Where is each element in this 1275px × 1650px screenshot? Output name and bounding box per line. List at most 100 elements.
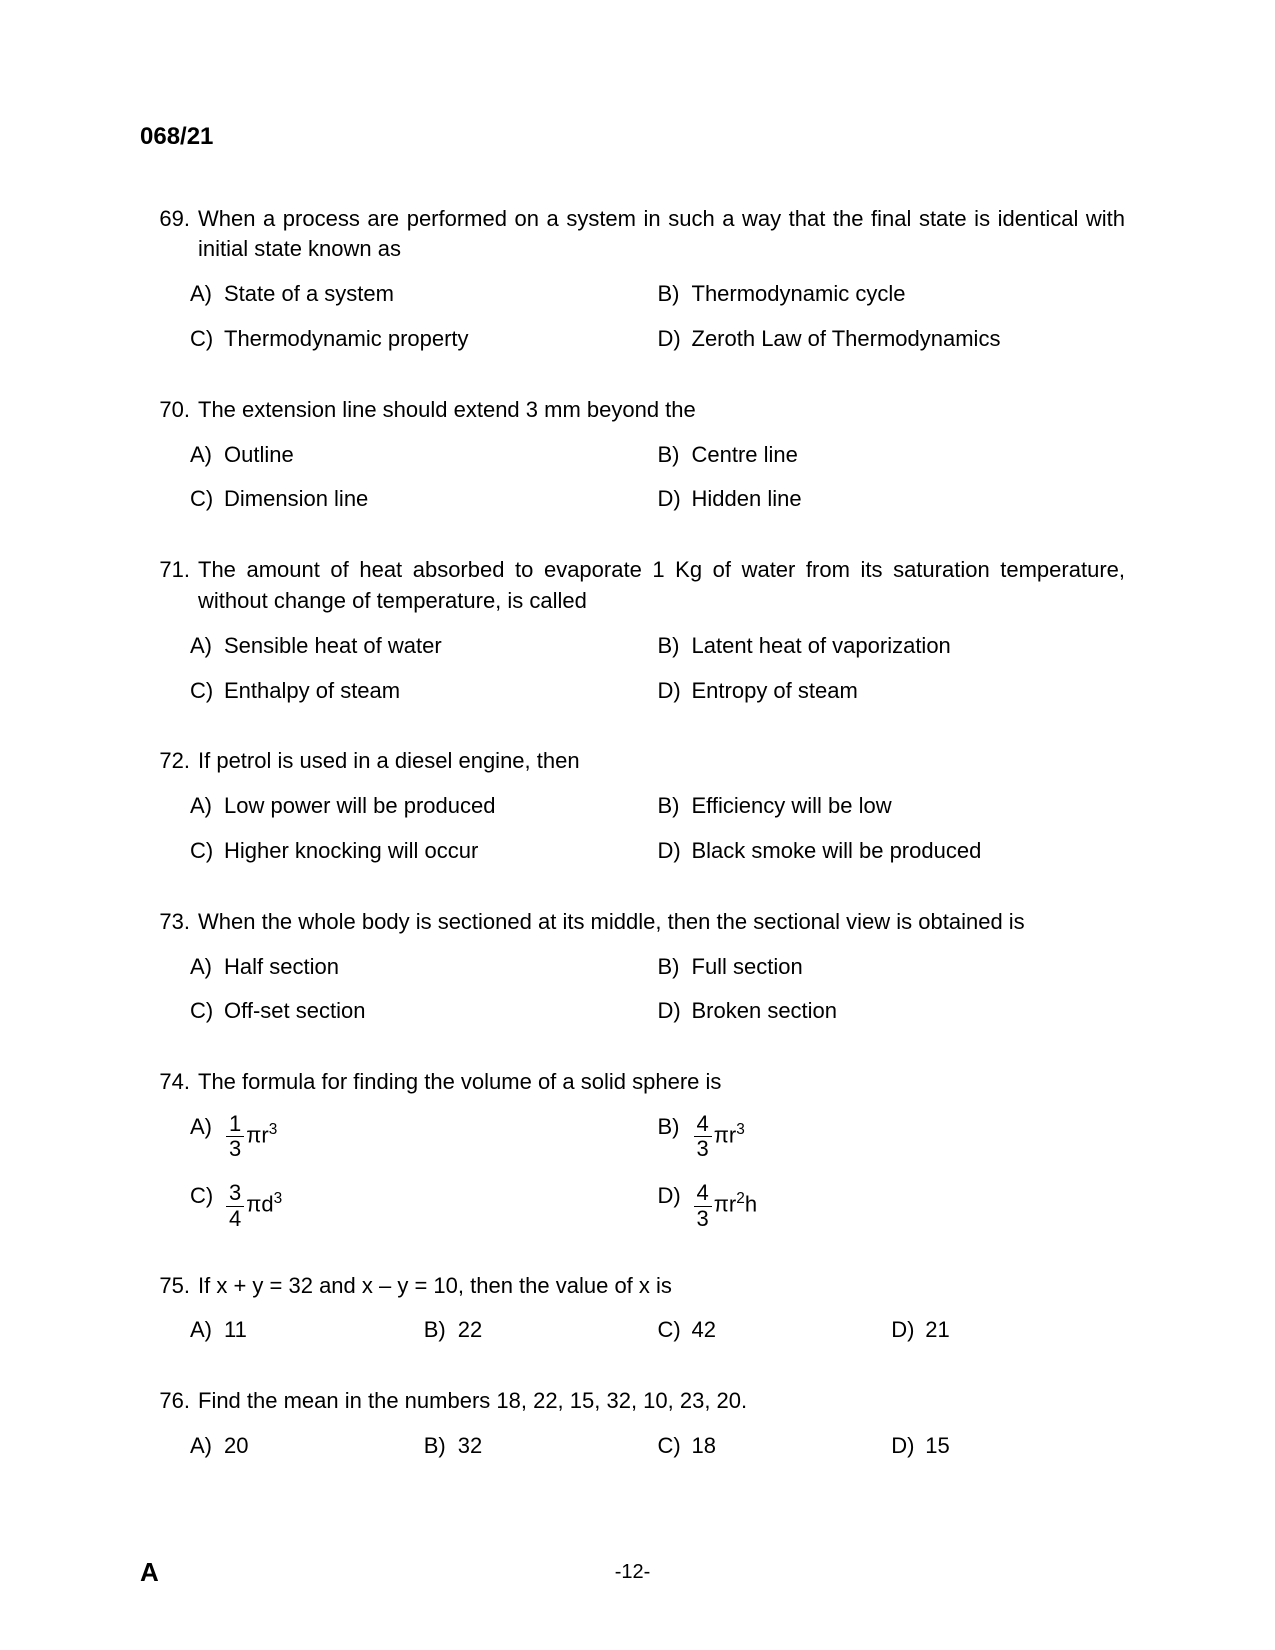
option-letter: A) [190,1431,224,1462]
option-text: 20 [224,1431,424,1462]
question-text: When a process are performed on a system… [198,204,1125,266]
formula-term: πr [714,1192,737,1217]
option-letter: A) [190,1315,224,1346]
option-letter: C) [190,324,224,355]
question-row: 76.Find the mean in the numbers 18, 22, … [140,1386,1125,1417]
formula-term: πd [246,1192,273,1217]
option: B)22 [424,1315,658,1346]
option-row: A)State of a systemB)Thermodynamic cycle [190,279,1125,310]
option: D)Broken section [658,996,1126,1027]
options: A)20B)32C)18D)15 [140,1431,1125,1462]
option: B)43πr3 [658,1112,1126,1161]
option-letter: A) [190,1112,224,1143]
option: A)Sensible heat of water [190,631,658,662]
page-footer: A -12- [140,1554,1125,1590]
option: C)Enthalpy of steam [190,676,658,707]
option-letter: C) [658,1431,692,1462]
option-letter: C) [190,836,224,867]
option-text: Thermodynamic cycle [692,279,1126,310]
option-row: A)Low power will be producedB)Efficiency… [190,791,1125,822]
fraction: 13 [226,1112,244,1161]
option-text: Off-set section [224,996,658,1027]
formula-exponent: 3 [269,1121,278,1138]
option: A)11 [190,1315,424,1346]
option: B)Full section [658,952,1126,983]
option-letter: B) [658,279,692,310]
option: C)34πd3 [190,1181,658,1230]
option-letter: B) [658,952,692,983]
option: B)32 [424,1431,658,1462]
option-text: Enthalpy of steam [224,676,658,707]
fraction-denominator: 3 [694,1137,712,1161]
option-row: A)11B)22C)42D)21 [190,1315,1125,1346]
option-text: Zeroth Law of Thermodynamics [692,324,1126,355]
option-letter: B) [658,631,692,662]
option-letter: B) [424,1431,458,1462]
question-row: 72.If petrol is used in a diesel engine,… [140,746,1125,777]
option: D)21 [891,1315,1125,1346]
footer-section-letter: A [140,1554,159,1590]
option: D)Hidden line [658,484,1126,515]
fraction-numerator: 4 [694,1112,712,1137]
option-row: C)34πd3D)43πr2h [190,1181,1125,1230]
options: A)State of a systemB)Thermodynamic cycle… [140,279,1125,355]
option-text: Latent heat of vaporization [692,631,1126,662]
question-number: 75. [140,1271,198,1302]
formula-term: πr [246,1122,269,1147]
option-text: 18 [692,1431,892,1462]
option-row: A)Half sectionB)Full section [190,952,1125,983]
option-text: 22 [458,1315,658,1346]
fraction: 43 [694,1112,712,1161]
option-letter: C) [190,996,224,1027]
option: D)15 [891,1431,1125,1462]
question-row: 70.The extension line should extend 3 mm… [140,395,1125,426]
question-text: If x + y = 32 and x – y = 10, then the v… [198,1271,1125,1302]
fraction-numerator: 4 [694,1181,712,1206]
option-text: 15 [925,1431,1125,1462]
option: B)Thermodynamic cycle [658,279,1126,310]
option: A)Half section [190,952,658,983]
option-letter: A) [190,279,224,310]
option: A)State of a system [190,279,658,310]
option: A)20 [190,1431,424,1462]
question: 70.The extension line should extend 3 mm… [140,395,1125,515]
option-text: Black smoke will be produced [692,836,1126,867]
question-text: Find the mean in the numbers 18, 22, 15,… [198,1386,1125,1417]
option: B)Centre line [658,440,1126,471]
option-formula: 43πr3 [692,1112,1126,1161]
question-number: 69. [140,204,198,235]
options: A)11B)22C)42D)21 [140,1315,1125,1346]
option-text: 11 [224,1315,424,1346]
option: C)18 [658,1431,892,1462]
option-formula: 43πr2h [692,1181,1126,1230]
question-number: 70. [140,395,198,426]
option: A)Low power will be produced [190,791,658,822]
option: B)Efficiency will be low [658,791,1126,822]
option-text: Broken section [692,996,1126,1027]
fraction-numerator: 3 [226,1181,244,1206]
fraction: 34 [226,1181,244,1230]
option-letter: D) [658,676,692,707]
option-text: Thermodynamic property [224,324,658,355]
formula-exponent: 2 [736,1190,745,1207]
question-row: 74.The formula for finding the volume of… [140,1067,1125,1098]
question-text: The extension line should extend 3 mm be… [198,395,1125,426]
option-letter: B) [658,1112,692,1143]
option-text: Dimension line [224,484,658,515]
option-text: 21 [925,1315,1125,1346]
option: A)13πr3 [190,1112,658,1161]
option-letter: D) [658,1181,692,1212]
option: C)Thermodynamic property [190,324,658,355]
option-row: C)Thermodynamic propertyD)Zeroth Law of … [190,324,1125,355]
option-text: 42 [692,1315,892,1346]
option-letter: D) [658,484,692,515]
question: 71.The amount of heat absorbed to evapor… [140,555,1125,706]
option-letter: C) [190,484,224,515]
option-text: Efficiency will be low [692,791,1126,822]
question-number: 76. [140,1386,198,1417]
question-row: 73.When the whole body is sectioned at i… [140,907,1125,938]
option: A)Outline [190,440,658,471]
option-text: Entropy of steam [692,676,1126,707]
option: D)Zeroth Law of Thermodynamics [658,324,1126,355]
option-text: Higher knocking will occur [224,836,658,867]
